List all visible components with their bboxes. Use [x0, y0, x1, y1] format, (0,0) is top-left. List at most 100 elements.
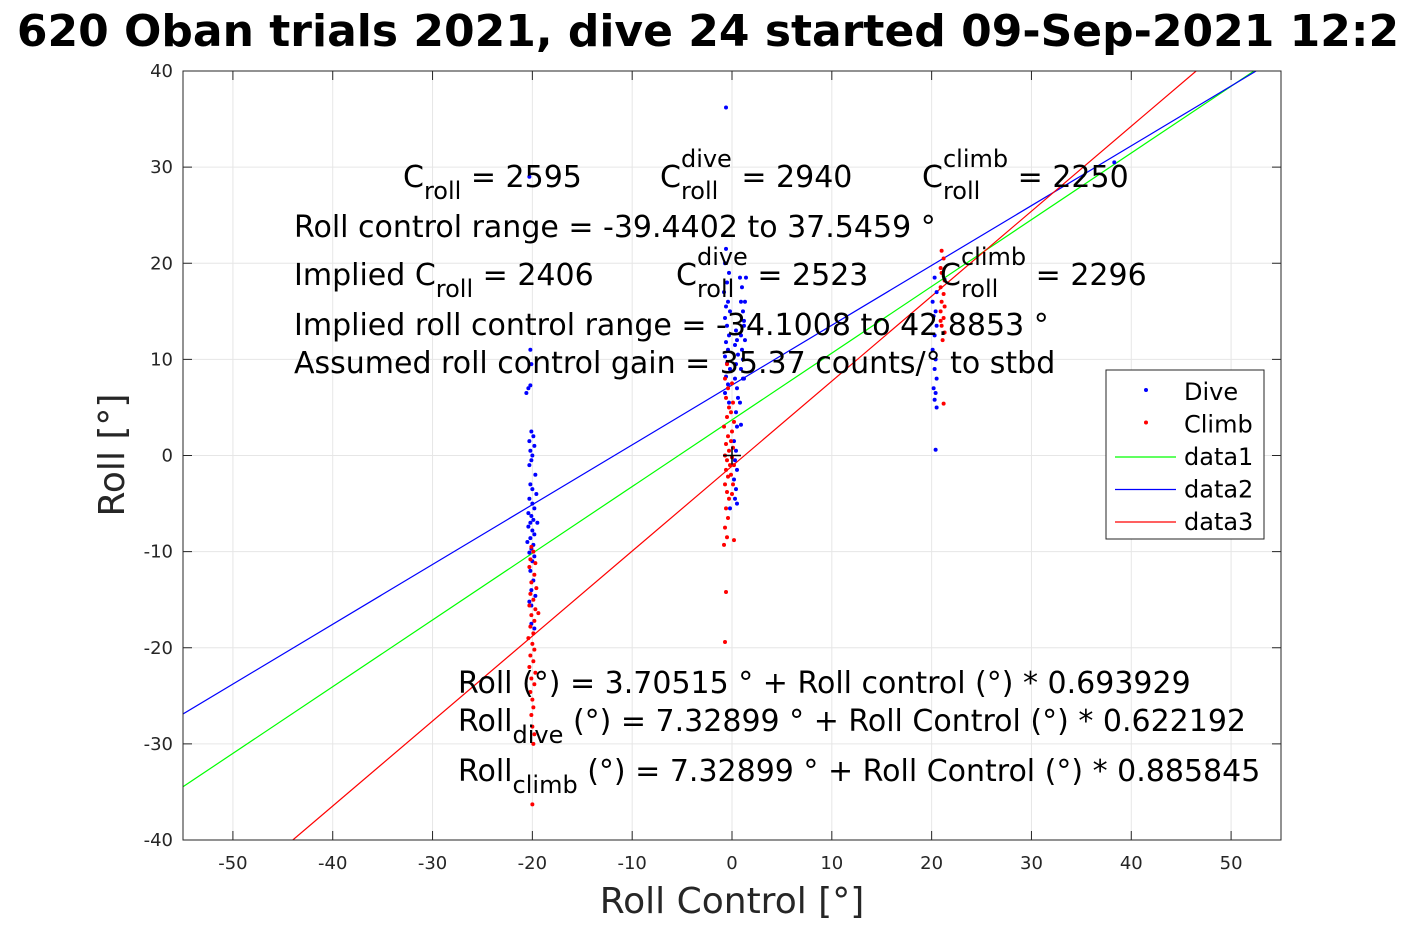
- point-climb: [530, 641, 535, 646]
- point-dive: [737, 400, 742, 405]
- point-dive: [728, 506, 733, 511]
- point-climb: [730, 429, 734, 434]
- legend-marker-climb: [1144, 420, 1148, 425]
- point-climb: [528, 689, 533, 694]
- legend-label: data2: [1184, 476, 1253, 504]
- point-climb: [527, 603, 532, 608]
- point-dive: [727, 270, 732, 275]
- point-dive: [732, 342, 737, 347]
- point-climb: [528, 624, 533, 629]
- point-dive: [527, 550, 532, 555]
- legend-label: Climb: [1184, 411, 1253, 439]
- annotation-part: C: [940, 258, 961, 293]
- point-dive: [723, 391, 728, 396]
- point-dive: [728, 309, 733, 314]
- x-tick-label: -30: [418, 853, 447, 874]
- point-dive: [726, 299, 731, 304]
- axis-ticks: -50 -40 -30 -20 -10 0 10 20 30 40 50 -40 -30 -20 -10 0 1…: [144, 61, 1281, 874]
- point-dive: [725, 323, 730, 328]
- point-dive: [738, 422, 743, 427]
- point-dive: [930, 299, 935, 304]
- point-dive: [735, 352, 740, 357]
- point-climb: [939, 299, 944, 304]
- point-climb: [725, 458, 730, 463]
- point-dive: [535, 520, 540, 525]
- point-climb: [725, 535, 730, 540]
- point-dive: [732, 376, 737, 381]
- point-dive: [737, 275, 742, 280]
- annotations: Croll = 2595 Cdive roll = 2940 Cclimb roll =…: [294, 145, 1260, 799]
- point-climb: [939, 270, 944, 275]
- point-dive: [733, 362, 738, 367]
- point-climb: [530, 802, 535, 807]
- point-climb: [725, 362, 730, 367]
- annotation-part: C: [403, 160, 424, 195]
- annotation-part: dive: [513, 721, 564, 749]
- annotation-part: = 2940: [732, 160, 853, 195]
- point-climb: [534, 586, 539, 591]
- point-climb: [532, 682, 537, 687]
- annotation-part: C: [660, 160, 681, 195]
- point-dive: [529, 588, 534, 593]
- point-climb: [530, 724, 535, 729]
- point-climb: [528, 591, 533, 596]
- point-dive: [531, 517, 536, 522]
- point-climb: [941, 316, 946, 321]
- point-dive: [934, 323, 939, 328]
- point-climb: [941, 292, 946, 297]
- legend: Dive Climb data1 data2 data3: [1105, 369, 1265, 540]
- x-tick-label: -10: [617, 853, 646, 874]
- chart-title: 620 Oban trials 2021, dive 24 started 09…: [17, 6, 1399, 57]
- point-dive: [932, 275, 937, 280]
- point-dive: [933, 309, 938, 314]
- point-dive: [734, 424, 739, 429]
- point-dive: [528, 536, 533, 541]
- x-tick-label: 30: [1020, 853, 1043, 874]
- point-dive: [728, 366, 733, 371]
- point-climb: [530, 697, 535, 702]
- series-line-data3: [292, 71, 1197, 840]
- point-dive: [738, 333, 743, 338]
- point-dive: [734, 467, 739, 472]
- point-dive: [529, 362, 534, 367]
- point-dive: [733, 328, 738, 333]
- annotation-part: C: [676, 258, 697, 293]
- point-dive: [528, 482, 533, 487]
- point-dive: [724, 246, 729, 251]
- annotation-part: Roll: [458, 754, 513, 789]
- point-dive: [931, 386, 936, 391]
- point-dive: [528, 568, 533, 573]
- point-dive: [933, 357, 938, 362]
- point-dive: [738, 366, 743, 371]
- point-dive: [1112, 160, 1117, 165]
- annotation-impdive: Cdive roll = 2523: [676, 243, 868, 303]
- y-tick-label: -30: [144, 734, 173, 755]
- annotation-implied: Implied Croll = 2406: [294, 258, 594, 303]
- x-tick-label: 10: [820, 853, 843, 874]
- x-tick-label: -20: [518, 853, 547, 874]
- point-dive: [739, 285, 744, 290]
- annotation-part: Assumed roll control gain = 35.37 counts…: [294, 346, 1055, 381]
- annotation-gain: Assumed roll control gain = 35.37 counts…: [294, 346, 1055, 381]
- point-dive: [534, 491, 539, 496]
- annotation-fitdive: Rolldive (°) = 7.32899 ° + Roll Control …: [458, 704, 1246, 749]
- point-climb: [531, 597, 536, 602]
- x-axis-label: Roll Control [°]: [600, 881, 865, 922]
- y-tick-label: 0: [162, 446, 173, 467]
- point-climb: [536, 611, 541, 616]
- point-dive: [722, 290, 727, 295]
- annotation-part: roll: [681, 177, 718, 205]
- point-climb: [528, 557, 533, 562]
- annotation-part: climb: [961, 243, 1026, 271]
- annotation-part: roll: [943, 177, 980, 205]
- point-climb: [723, 376, 728, 381]
- y-axis-label: Roll [°]: [92, 394, 133, 517]
- point-dive: [742, 338, 747, 343]
- point-dive: [738, 299, 743, 304]
- point-dive: [528, 347, 533, 352]
- x-tick-label: 50: [1220, 853, 1243, 874]
- point-climb: [527, 664, 532, 669]
- annotation-cclimb: Cclimb roll = 2250: [922, 145, 1129, 205]
- point-dive: [530, 528, 535, 533]
- annotation-part: = 2406: [473, 258, 594, 293]
